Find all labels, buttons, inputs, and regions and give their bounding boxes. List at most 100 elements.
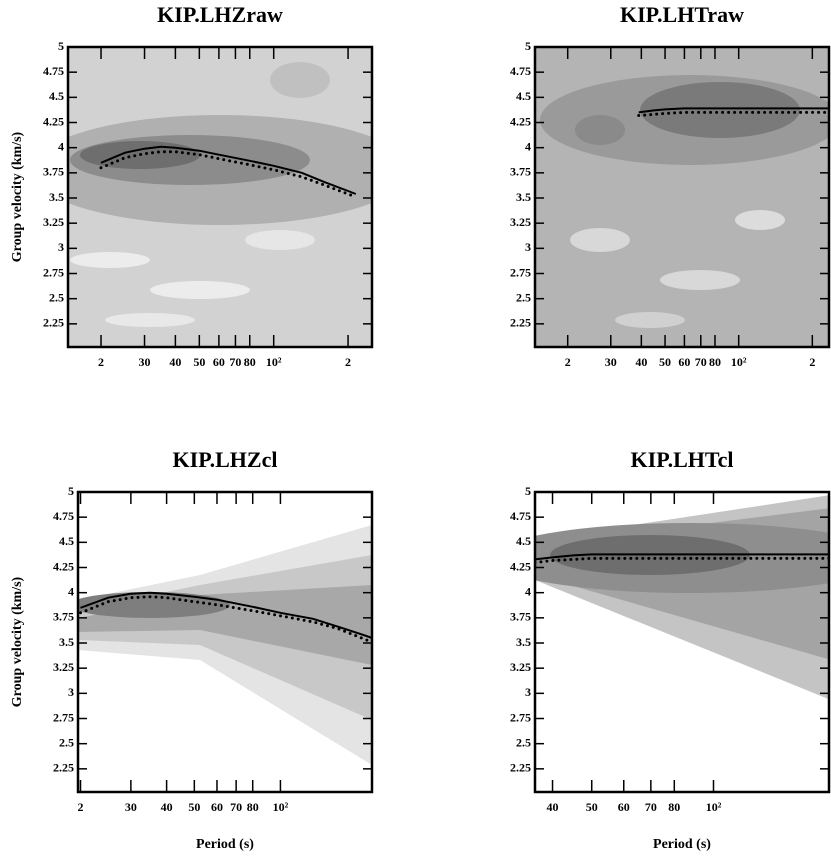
- x-tick-label: 2: [78, 800, 84, 814]
- plot-frame: [76, 490, 374, 794]
- y-tick-label: 3.25: [53, 660, 74, 674]
- x-tick-label: 80: [668, 800, 680, 814]
- x-tick-label: 60: [211, 800, 223, 814]
- y-tick-label: 3: [58, 240, 64, 254]
- chart-title: KIP.LHTcl: [631, 447, 734, 472]
- dotted-curve: [535, 556, 829, 564]
- plot-frame: [533, 490, 831, 794]
- solid-curve: [535, 553, 829, 561]
- y-tick-label: 4.75: [53, 509, 74, 523]
- x-tick-label: 10²: [706, 800, 722, 814]
- x-tick-label: 40: [161, 800, 173, 814]
- y-tick-label: 3.5: [516, 635, 531, 649]
- dotted-curve: [79, 595, 372, 643]
- x-tick-label: 70: [695, 355, 707, 369]
- y-tick-label: 5: [68, 484, 74, 498]
- y-tick-label: 4.5: [59, 534, 74, 548]
- chart-title: KIP.LHZraw: [157, 2, 283, 27]
- x-tick-label: 50: [188, 800, 200, 814]
- x-tick-label: 60: [213, 355, 225, 369]
- x-tick-label: 30: [125, 800, 137, 814]
- y-tick-label: 3.5: [59, 635, 74, 649]
- spectrogram-background: [535, 492, 829, 792]
- chart-title: KIP.LHTraw: [620, 2, 744, 27]
- y-tick-label: 4.75: [510, 64, 531, 78]
- y-tick-label: 3.25: [510, 215, 531, 229]
- x-tick-label: 50: [659, 355, 671, 369]
- y-tick-label: 4: [68, 584, 74, 598]
- x-tick-label: 60: [618, 800, 630, 814]
- dotted-curve: [99, 150, 358, 199]
- x-tick-label: 10²: [266, 355, 282, 369]
- y-tick-label: 3.75: [53, 610, 74, 624]
- y-tick-label: 4: [525, 584, 531, 598]
- y-tick-label: 3.75: [510, 165, 531, 179]
- x-tick-label: 70: [645, 800, 657, 814]
- y-tick-label: 3.25: [43, 215, 64, 229]
- y-tick-label: 3.5: [516, 190, 531, 204]
- y-tick-label: 4.25: [510, 114, 531, 128]
- chart-title: KIP.LHZcl: [173, 447, 278, 472]
- y-tick-label: 4.5: [516, 89, 531, 103]
- y-tick-label: 4.75: [43, 64, 64, 78]
- x-tick-label: 40: [547, 800, 559, 814]
- x-tick-label: 40: [169, 355, 181, 369]
- plot-frame: [533, 45, 831, 349]
- solid-curve: [80, 591, 372, 639]
- y-axis-label: Group velocity (km/s): [10, 576, 25, 707]
- x-tick-label: 40: [635, 355, 647, 369]
- y-tick-label: 2.25: [53, 761, 74, 775]
- solid-curve: [638, 107, 829, 114]
- y-tick-label: 5: [525, 39, 531, 53]
- spectrogram-background: [535, 47, 829, 347]
- y-tick-label: 2.75: [53, 710, 74, 724]
- x-tick-label: 70: [229, 355, 241, 369]
- y-tick-label: 2.25: [43, 316, 64, 330]
- y-tick-label: 2.75: [510, 265, 531, 279]
- x-tick-label: 30: [605, 355, 617, 369]
- y-tick-label: 4.25: [43, 114, 64, 128]
- y-tick-label: 3: [525, 240, 531, 254]
- spectrogram-background: [78, 492, 372, 792]
- x-tick-label: 50: [586, 800, 598, 814]
- y-tick-label: 4.25: [510, 559, 531, 573]
- y-tick-label: 4.5: [516, 534, 531, 548]
- x-tick-label: 2: [565, 355, 571, 369]
- y-tick-label: 5: [58, 39, 64, 53]
- x-tick-label: 2: [809, 355, 815, 369]
- y-axis-label: Group velocity (km/s): [10, 131, 25, 262]
- x-tick-label: 10²: [273, 800, 289, 814]
- y-tick-label: 4.5: [49, 89, 64, 103]
- y-tick-label: 2.75: [43, 265, 64, 279]
- y-tick-label: 2.5: [49, 290, 64, 304]
- x-tick-label: 50: [193, 355, 205, 369]
- y-tick-label: 2.25: [510, 316, 531, 330]
- y-tick-label: 3.25: [510, 660, 531, 674]
- spectrogram-background: [68, 47, 372, 347]
- y-tick-label: 4: [525, 139, 531, 153]
- x-tick-label: 2: [345, 355, 351, 369]
- x-tick-label: 80: [244, 355, 256, 369]
- x-tick-label: 60: [678, 355, 690, 369]
- x-axis-label: Period (s): [196, 837, 254, 852]
- y-tick-label: 4.75: [510, 509, 531, 523]
- x-tick-label: 80: [247, 800, 259, 814]
- y-tick-label: 2.75: [510, 710, 531, 724]
- solid-curve: [100, 145, 357, 195]
- dotted-curve: [637, 110, 829, 117]
- x-tick-label: 80: [709, 355, 721, 369]
- y-tick-label: 2.5: [516, 735, 531, 749]
- y-tick-label: 3.5: [49, 190, 64, 204]
- plot-frame: [66, 45, 374, 349]
- x-tick-label: 30: [139, 355, 151, 369]
- y-tick-label: 2.5: [516, 290, 531, 304]
- y-tick-label: 2.25: [510, 761, 531, 775]
- y-tick-label: 2.5: [59, 735, 74, 749]
- y-tick-label: 4.25: [53, 559, 74, 573]
- y-tick-label: 3.75: [510, 610, 531, 624]
- y-tick-label: 3.75: [43, 165, 64, 179]
- x-tick-label: 10²: [731, 355, 747, 369]
- x-tick-label: 2: [98, 355, 104, 369]
- y-tick-label: 3: [525, 685, 531, 699]
